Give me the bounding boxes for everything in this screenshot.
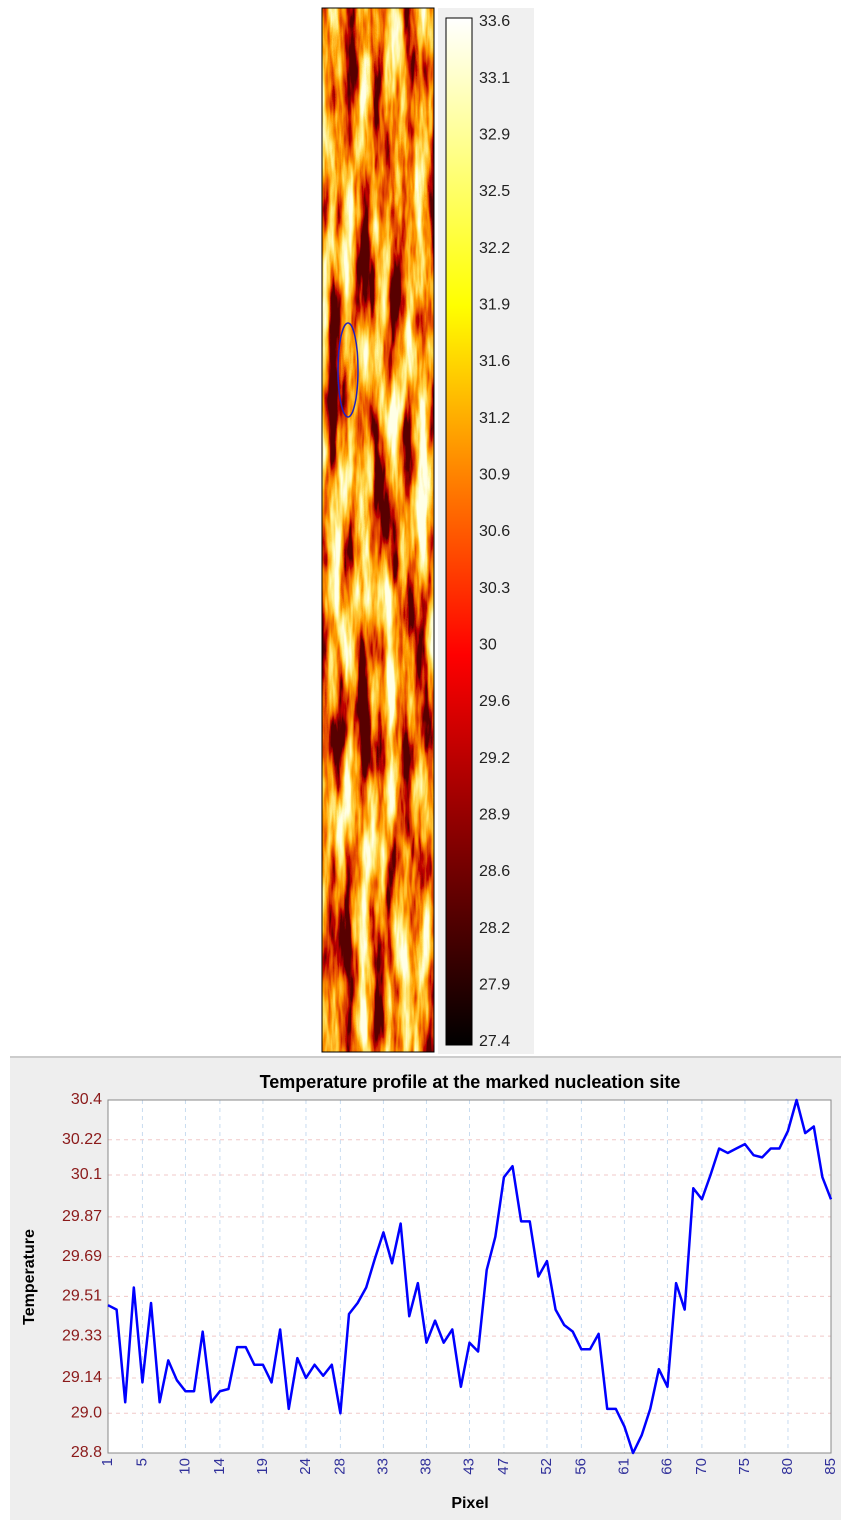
y-tick-label: 29.14 [62,1369,102,1386]
colorbar-tick-label: 32.5 [479,183,510,200]
colorbar-tick-label: 32.9 [479,127,510,144]
y-tick-label: 30.4 [71,1091,102,1108]
colorbar-tick-label: 28.6 [479,863,510,880]
colorbar-tick-label: 33.6 [479,13,510,30]
thermal-image [322,8,434,1052]
y-tick-label: 29.69 [62,1248,102,1265]
colorbar-tick-label: 29.6 [479,693,510,710]
y-tick-label: 29.0 [71,1405,102,1422]
colorbar-tick-label: 28.2 [479,920,510,937]
y-tick-label: 30.1 [71,1166,102,1183]
colorbar-tick-label: 31.6 [479,353,510,370]
x-tick-label: 80 [779,1458,796,1475]
page: 33.6 33.1 32.9 32.5 32.2 31.9 31.6 31.2 30.9 30.6… [0,0,841,1520]
x-tick-label: 5 [133,1458,150,1466]
x-tick-label: 38 [417,1458,434,1475]
colorbar-tick-label: 30 [479,637,497,654]
y-tick-label: 30.22 [62,1131,102,1148]
y-tick-label: 29.33 [62,1327,102,1344]
x-tick-label: 70 [693,1458,710,1475]
x-tick-label: 61 [615,1458,632,1475]
x-tick-label: 56 [572,1458,589,1475]
y-tick-label: 28.8 [71,1444,102,1461]
x-tick-label: 14 [211,1458,228,1475]
colorbar-tick-label: 32.2 [479,240,510,257]
colorbar-tick-label: 30.9 [479,467,510,484]
colorbar-tick-label: 27.9 [479,977,510,994]
colorbar-tick-label: 31.2 [479,410,510,427]
y-axis-label: Temperature [21,1229,38,1325]
x-tick-label: 28 [331,1458,348,1475]
colorbar-tick-label: 29.2 [479,750,510,767]
chart-title: Temperature profile at the marked nuclea… [260,1072,681,1092]
x-tick-label: 24 [297,1458,314,1475]
colorbar-tick-label: 30.3 [479,580,510,597]
colorbar-tick-label: 30.6 [479,523,510,540]
x-tick-label: 75 [736,1458,753,1475]
y-tick-label: 29.87 [62,1208,102,1225]
x-tick-label: 85 [822,1458,839,1475]
x-tick-label: 43 [460,1458,477,1475]
x-tick-label: 1 [99,1458,116,1466]
colorbar-tick-label: 33.1 [479,70,510,87]
colorbar-tick-label: 27.4 [479,1033,510,1050]
x-axis-label: Pixel [451,1495,488,1512]
colorbar-tick-label: 28.9 [479,807,510,824]
x-tick-label: 10 [176,1458,193,1475]
x-tick-label: 47 [495,1458,512,1475]
x-tick-label: 33 [374,1458,391,1475]
x-tick-label: 52 [538,1458,555,1475]
colorbar-tick-label: 31.9 [479,297,510,314]
y-tick-label: 29.51 [62,1288,102,1305]
colorbar [446,18,472,1045]
x-tick-label: 19 [254,1458,271,1475]
x-tick-label: 66 [658,1458,675,1475]
